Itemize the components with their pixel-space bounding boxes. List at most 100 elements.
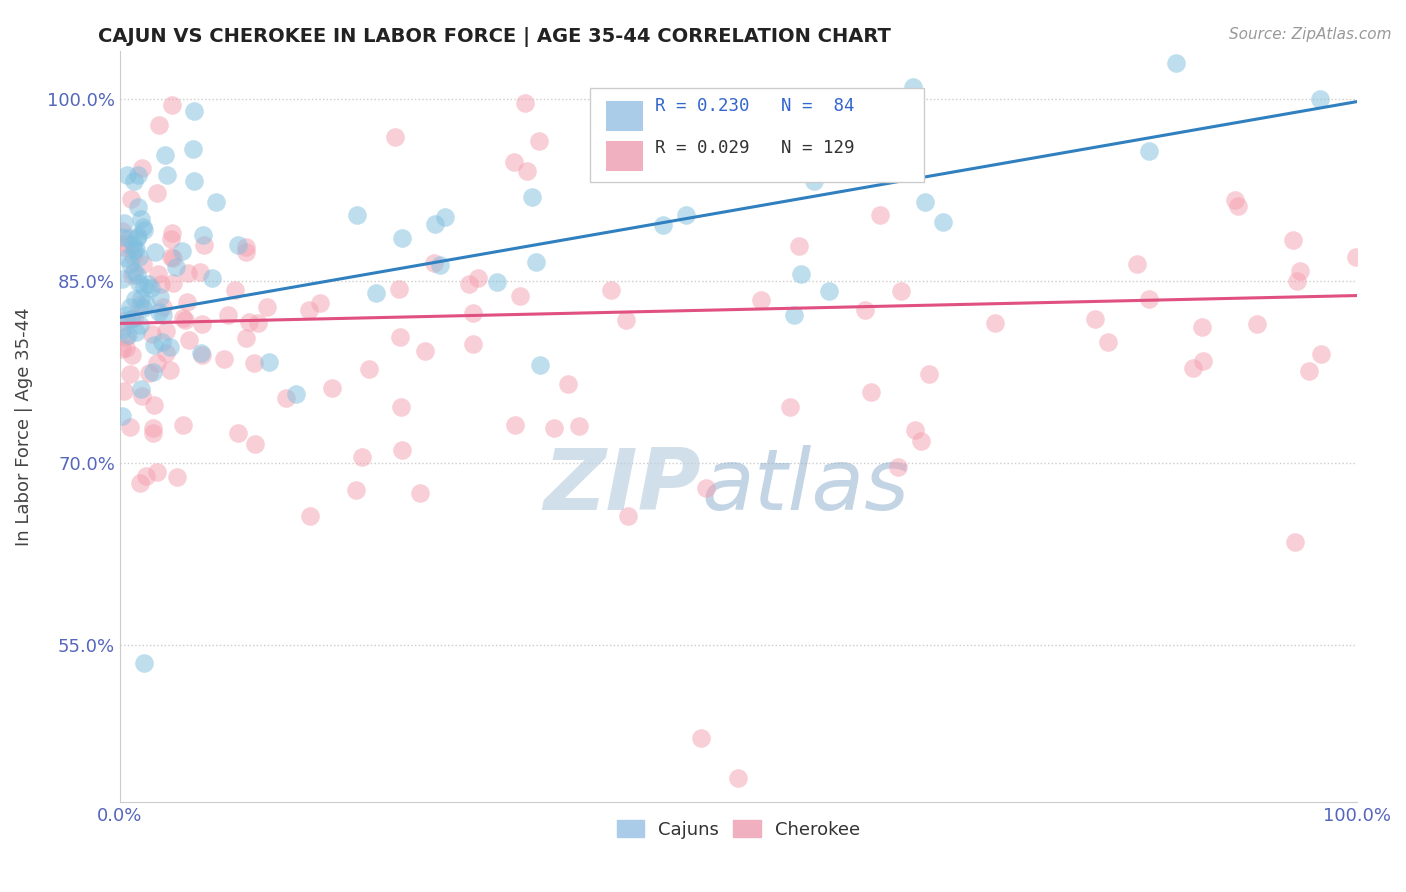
- Point: [522, 190, 544, 204]
- Point: [148, 305, 170, 319]
- Point: [152, 308, 174, 322]
- Point: [176, 295, 198, 310]
- Point: [183, 104, 205, 119]
- Point: [122, 264, 145, 278]
- Point: [350, 450, 373, 464]
- Bar: [606, 141, 643, 171]
- Point: [529, 358, 551, 372]
- Point: [183, 174, 205, 188]
- Point: [461, 337, 484, 351]
- Point: [128, 250, 150, 264]
- Point: [146, 356, 169, 370]
- Point: [143, 244, 166, 259]
- Point: [162, 251, 184, 265]
- Point: [1225, 193, 1247, 207]
- FancyBboxPatch shape: [591, 88, 924, 182]
- Point: [256, 300, 278, 314]
- Point: [155, 325, 177, 339]
- Point: [257, 354, 280, 368]
- Point: [155, 169, 177, 183]
- Point: [120, 367, 142, 381]
- Text: Source: ZipAtlas.com: Source: ZipAtlas.com: [1229, 27, 1392, 42]
- Point: [910, 434, 932, 449]
- Point: [384, 130, 406, 145]
- Point: [391, 443, 413, 458]
- Point: [152, 301, 174, 315]
- Point: [141, 327, 163, 342]
- Point: [111, 409, 134, 423]
- Point: [115, 308, 138, 322]
- Text: CAJUN VS CHEROKEE IN LABOR FORCE | AGE 35-44 CORRELATION CHART: CAJUN VS CHEROKEE IN LABOR FORCE | AGE 3…: [98, 27, 891, 46]
- Point: [162, 226, 184, 240]
- Point: [433, 210, 456, 224]
- Point: [886, 459, 908, 474]
- Point: [1285, 274, 1308, 288]
- Point: [1191, 320, 1213, 334]
- Point: [727, 771, 749, 785]
- Point: [129, 291, 152, 305]
- Point: [238, 314, 260, 328]
- Point: [129, 475, 152, 490]
- Point: [139, 281, 162, 295]
- Point: [159, 363, 181, 377]
- Point: [423, 256, 446, 270]
- Point: [818, 284, 841, 298]
- Text: R = 0.029   N = 129: R = 0.029 N = 129: [655, 139, 855, 157]
- Point: [131, 301, 153, 316]
- Point: [429, 258, 451, 272]
- Point: [357, 362, 380, 376]
- Point: [127, 201, 149, 215]
- Point: [787, 238, 810, 252]
- Point: [515, 96, 537, 111]
- Point: [346, 208, 368, 222]
- Point: [181, 142, 204, 156]
- Point: [1181, 361, 1204, 376]
- Point: [124, 292, 146, 306]
- Point: [166, 470, 188, 484]
- Point: [274, 391, 297, 405]
- Point: [115, 168, 138, 182]
- Point: [790, 267, 813, 281]
- Point: [191, 227, 214, 242]
- Point: [695, 481, 717, 495]
- Point: [127, 228, 149, 243]
- Point: [120, 311, 142, 326]
- Point: [121, 348, 143, 362]
- Point: [226, 238, 249, 252]
- Point: [235, 240, 257, 254]
- Point: [890, 285, 912, 299]
- Point: [409, 485, 432, 500]
- Point: [127, 168, 149, 182]
- Point: [153, 148, 176, 162]
- Point: [388, 282, 411, 296]
- Point: [224, 283, 246, 297]
- Point: [1284, 534, 1306, 549]
- Point: [122, 243, 145, 257]
- Point: [217, 309, 239, 323]
- Point: [160, 250, 183, 264]
- Point: [914, 195, 936, 210]
- Point: [162, 276, 184, 290]
- Point: [344, 483, 367, 497]
- Point: [129, 382, 152, 396]
- Point: [111, 272, 134, 286]
- Point: [875, 112, 897, 127]
- Point: [860, 384, 883, 399]
- Point: [142, 425, 165, 440]
- Point: [131, 219, 153, 234]
- Point: [503, 418, 526, 433]
- Point: [122, 174, 145, 188]
- Point: [191, 317, 214, 331]
- Point: [190, 346, 212, 360]
- Point: [246, 316, 269, 330]
- Point: [524, 254, 547, 268]
- Point: [112, 216, 135, 230]
- Point: [128, 318, 150, 333]
- Point: [125, 242, 148, 256]
- Point: [463, 306, 485, 320]
- Point: [160, 232, 183, 246]
- Point: [111, 342, 134, 356]
- Point: [122, 236, 145, 251]
- Point: [115, 251, 138, 265]
- Point: [1227, 199, 1250, 213]
